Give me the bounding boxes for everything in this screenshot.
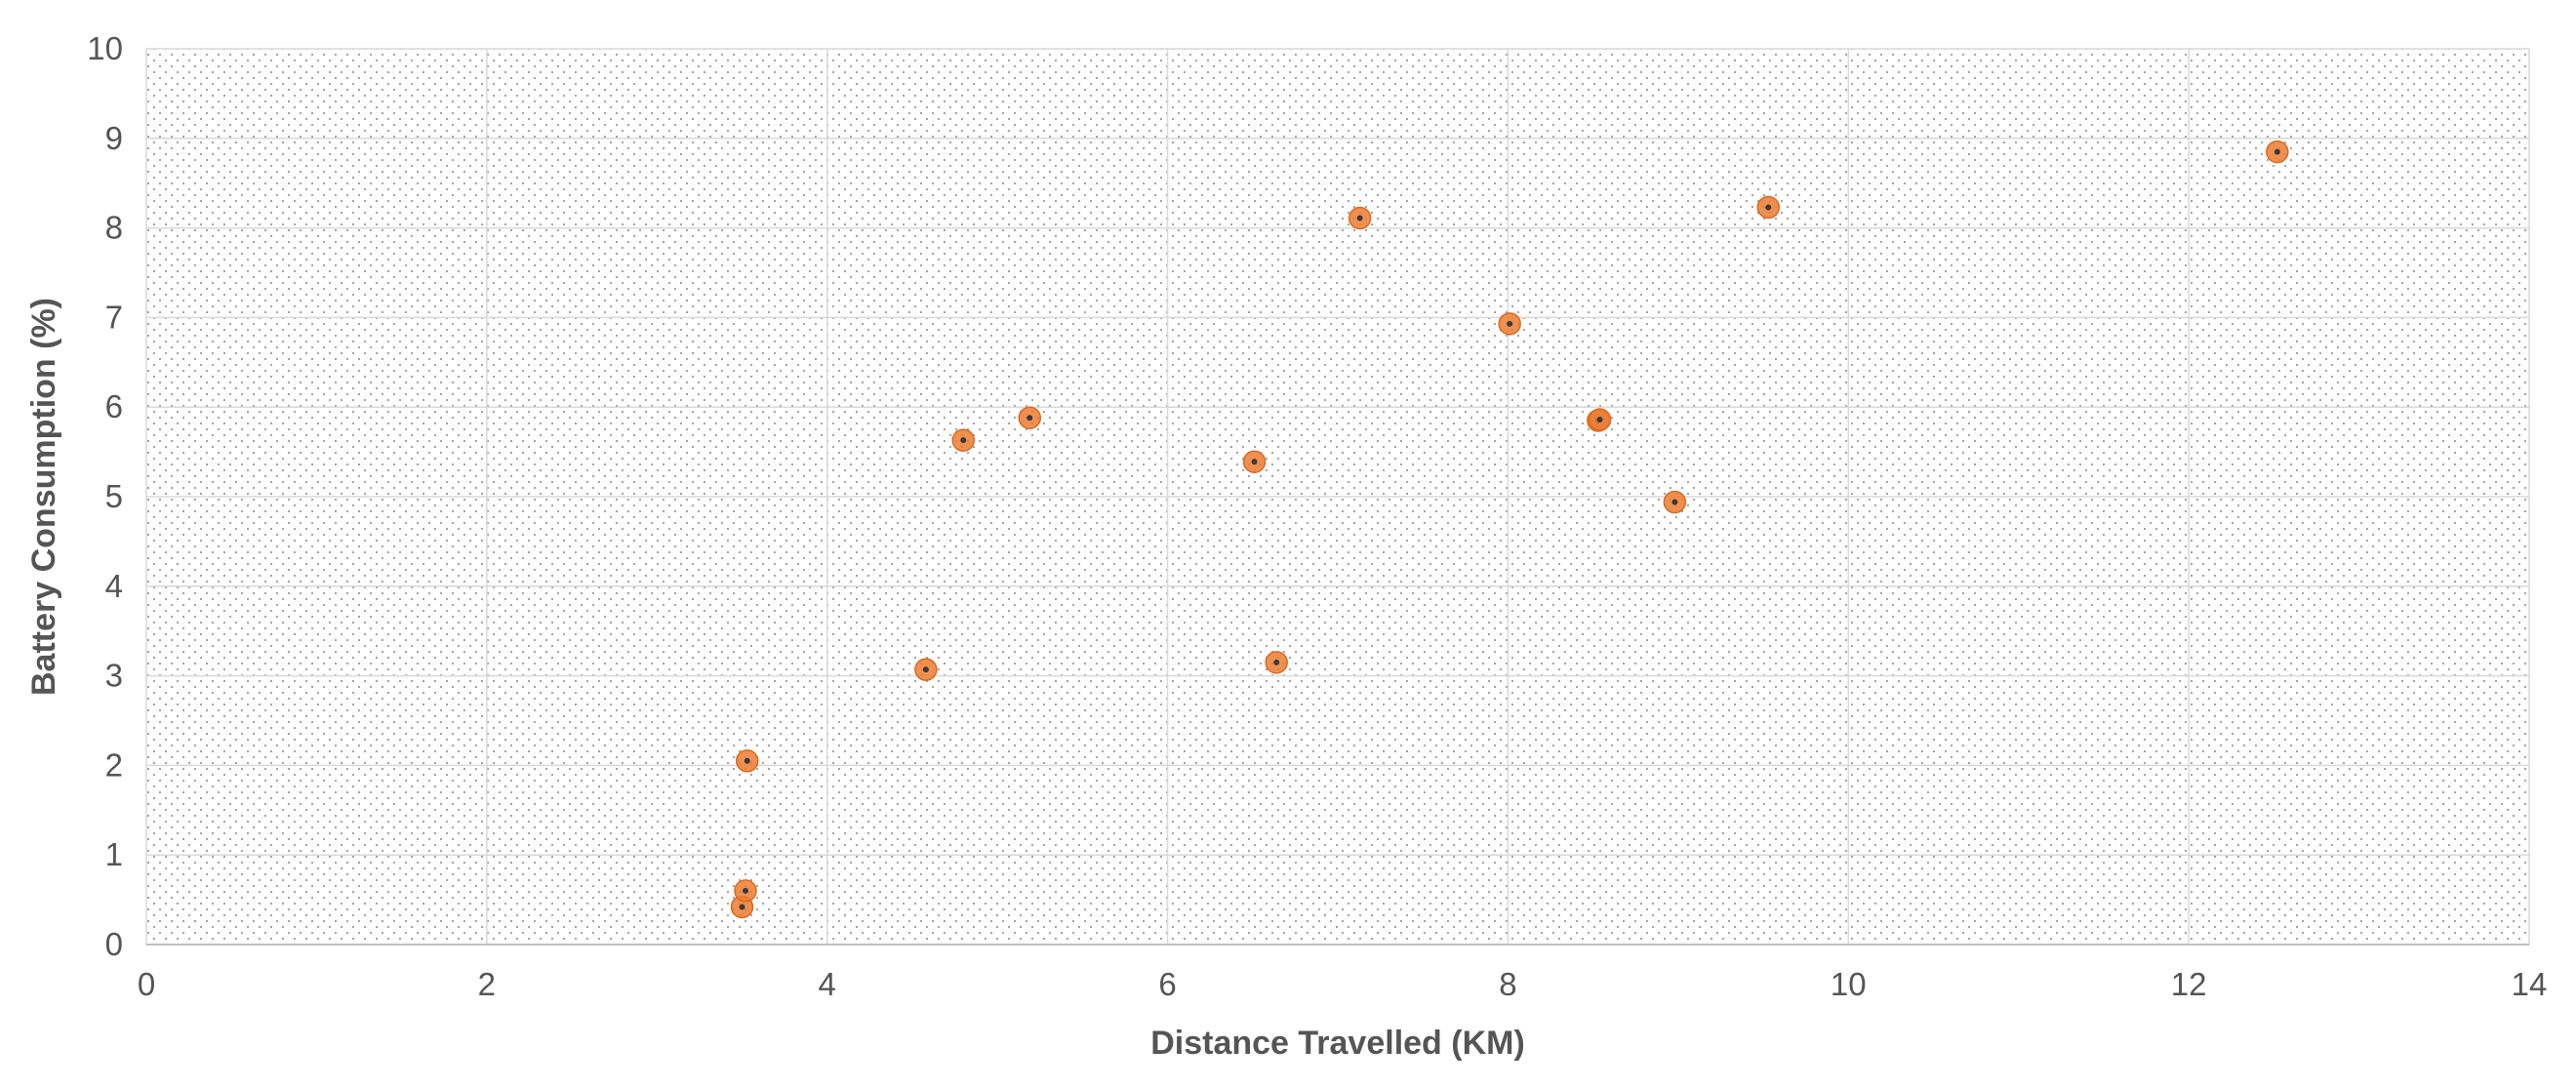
x-tick-label: 14 <box>2512 966 2548 1002</box>
gridlines <box>145 48 2530 946</box>
x-axis-title: Distance Travelled (KM) <box>1150 1025 1525 1062</box>
scatter-point <box>1348 206 1372 230</box>
scatter-point <box>1588 408 1612 431</box>
x-tick-label: 6 <box>1158 966 1176 1002</box>
y-tick-label: 6 <box>105 388 123 424</box>
y-tick-label: 9 <box>105 120 123 156</box>
scatter-point <box>914 658 938 681</box>
x-tick-label: 8 <box>1499 966 1516 1002</box>
x-tick-label: 0 <box>138 966 155 1002</box>
x-tick-label: 12 <box>2171 966 2207 1002</box>
scatter-point-center <box>1507 320 1513 327</box>
scatter-point-center <box>1356 215 1363 222</box>
scatter-point-center <box>739 904 745 910</box>
x-tick-label: 2 <box>478 966 496 1002</box>
scatter-point-center <box>1251 459 1258 465</box>
scatter-point-center <box>744 757 750 764</box>
scatter-point-center <box>1596 417 1603 423</box>
x-tick-label: 4 <box>819 966 836 1002</box>
scatter-point-center <box>1671 499 1678 505</box>
scatter-point <box>2266 140 2289 164</box>
data-points <box>730 140 2289 919</box>
y-tick-label: 7 <box>105 299 123 335</box>
scatter-point-center <box>2274 148 2280 155</box>
scatter-point-center <box>1026 415 1033 422</box>
scatter-point <box>951 428 976 452</box>
y-tick-label: 2 <box>105 746 123 783</box>
scatter-point <box>1663 490 1687 514</box>
scatter-point <box>1265 651 1288 674</box>
scatter-point <box>734 879 757 903</box>
y-tick-label: 8 <box>105 210 123 246</box>
scatter-point <box>1756 195 1781 220</box>
x-tick-label: 10 <box>1831 966 1867 1002</box>
y-tick-label: 1 <box>105 836 123 872</box>
scatter-point-center <box>1765 204 1772 211</box>
y-tick-label: 3 <box>105 658 123 694</box>
scatter-point <box>735 749 759 773</box>
y-tick-label: 5 <box>105 478 123 514</box>
y-axis-title: Battery Consumption (%) <box>25 298 62 696</box>
scatter-point-center <box>922 666 929 673</box>
scatter-point <box>1242 450 1267 473</box>
scatter-point-center <box>960 437 967 444</box>
scatter-point <box>1018 406 1042 429</box>
scatter-point-center <box>742 887 748 894</box>
y-tick-label: 4 <box>105 568 123 604</box>
y-tick-label: 10 <box>87 30 123 66</box>
scatter-point <box>1498 312 1521 336</box>
scatter-point-center <box>1273 659 1280 665</box>
y-tick-label: 0 <box>105 926 123 962</box>
